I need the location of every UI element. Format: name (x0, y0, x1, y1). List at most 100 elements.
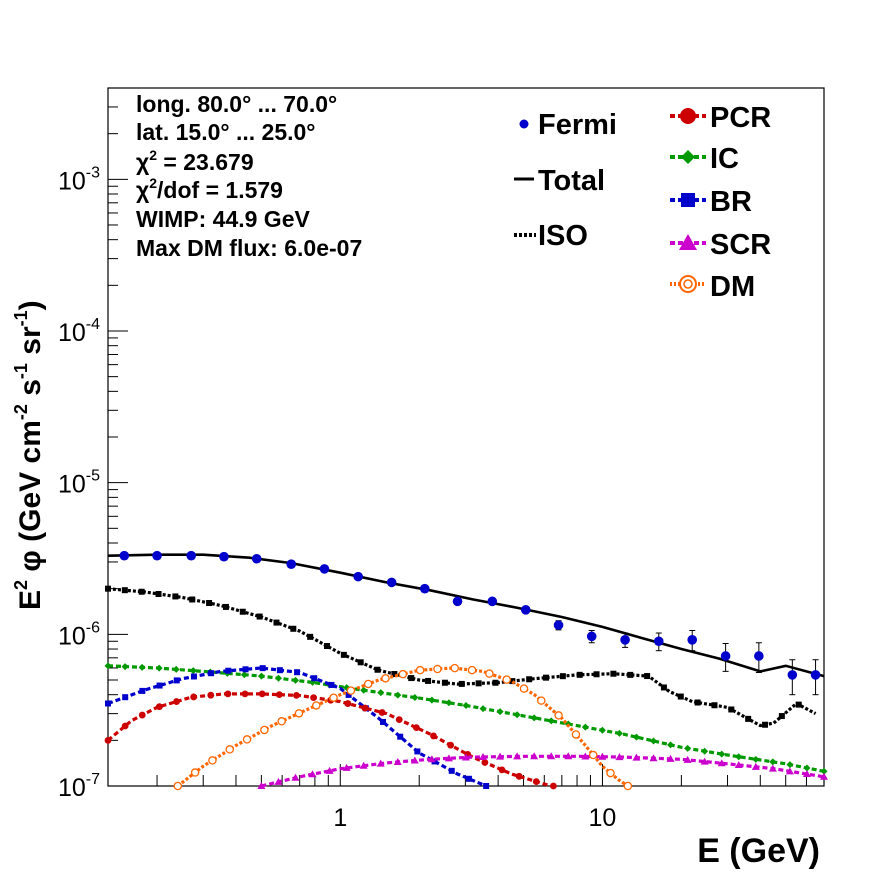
series-marker-pcr (430, 732, 437, 740)
series-marker-pcr (293, 691, 300, 699)
series-marker-dm (363, 679, 373, 689)
series-line-scr (261, 754, 825, 788)
series-marker-ic (257, 672, 265, 680)
series-marker-ic (479, 705, 487, 713)
series-layer (104, 553, 828, 791)
series-marker-scr (717, 759, 726, 767)
series-marker-pcr (447, 741, 455, 749)
series-marker-ic (581, 723, 589, 731)
series-marker-scr (274, 777, 283, 785)
series-marker-iso (610, 670, 617, 677)
series-marker-pcr (155, 703, 163, 711)
series-marker-ic (667, 741, 675, 749)
series-marker-scr (496, 752, 505, 760)
series-marker-br (397, 733, 404, 740)
series-marker-dm (208, 756, 217, 765)
series-marker-dm (398, 669, 408, 679)
series-marker-scr (802, 770, 811, 778)
info-box: long. 80.0° ... 70.0° lat. 15.0° ... 25.… (136, 91, 362, 261)
series-marker-br (259, 665, 266, 672)
fermi-point (319, 564, 330, 574)
series-marker-ic (530, 714, 538, 722)
series-marker-dm (225, 745, 234, 754)
series-marker-pcr (550, 782, 557, 790)
series-line-ic (107, 664, 825, 773)
series-line-br (107, 666, 487, 788)
series-marker-iso (172, 593, 179, 600)
series-marker-scr (598, 752, 607, 760)
series-marker-br (173, 677, 180, 684)
series-marker-ic (769, 758, 777, 766)
series-marker-dm (571, 730, 581, 739)
series-line-dm (176, 666, 629, 788)
info-latitude: lat. 15.0° ... 25.0° (136, 119, 316, 145)
series-marker-pcr (241, 690, 249, 698)
series-total (107, 553, 825, 678)
fermi-point (353, 571, 363, 582)
series-marker-scr (632, 753, 641, 761)
series-marker-ic (462, 702, 470, 710)
series-marker-scr (376, 759, 385, 767)
series-marker-ic (428, 696, 436, 704)
fermi-point (251, 553, 262, 564)
series-marker-ic (650, 737, 658, 745)
series-marker-scr (564, 752, 573, 760)
legend-br-label: BR (710, 186, 752, 218)
series-marker-iso (543, 674, 550, 681)
series-marker-br (208, 670, 215, 677)
series-marker-iso (408, 675, 415, 682)
series-marker-dm (329, 693, 338, 702)
series-marker-iso (121, 587, 128, 594)
fermi-point (620, 635, 630, 645)
legend-ic-label: IC (710, 143, 739, 175)
y-tick-label: 10-7 (58, 771, 100, 802)
fermi-point (653, 636, 664, 647)
series-marker-scr (666, 754, 675, 762)
fermi-point (219, 551, 229, 562)
series-marker-iso (660, 684, 667, 691)
series-marker-scr (427, 755, 436, 763)
y-tick-label: 10-5 (58, 468, 100, 499)
series-marker-iso (206, 600, 213, 607)
series-marker-dm (415, 665, 425, 675)
fermi-point (520, 605, 531, 615)
series-line-total (107, 553, 825, 678)
series-marker-scr (734, 761, 743, 769)
x-tick-label: 10 (589, 804, 617, 832)
info-chi2-dof: χ2/dof = 1.579 (136, 175, 283, 203)
fermi-point (419, 583, 430, 594)
series-marker-ic (445, 699, 453, 707)
series-marker-pcr (104, 736, 112, 744)
series-marker-pcr (310, 694, 317, 702)
series-marker-scr (342, 763, 351, 771)
series-marker-iso (795, 701, 802, 708)
series-marker-dm (277, 717, 286, 726)
series-marker-scr (479, 752, 488, 760)
fermi-point (720, 651, 731, 661)
series-marker-ic (377, 689, 385, 697)
y-tick-label: 10-3 (58, 164, 100, 195)
series-marker-iso (391, 671, 398, 678)
series-marker-iso (155, 591, 162, 598)
legend-scr-marker (679, 234, 697, 250)
series-marker-pcr (173, 698, 180, 705)
fermi-point (386, 577, 397, 588)
series-marker-dm (606, 768, 615, 778)
series-marker-ic (411, 693, 419, 701)
info-longitude: long. 80.0° ... 70.0° (136, 91, 337, 117)
series-marker-iso (256, 613, 263, 620)
series-marker-ic (718, 750, 726, 758)
series-marker-br (156, 682, 163, 689)
series-marker-scr (291, 773, 300, 781)
fermi-point (452, 596, 463, 607)
series-marker-dm (467, 665, 477, 675)
fermi-point (119, 550, 130, 561)
legend-dm-marker-inner (683, 279, 693, 289)
series-marker-pcr (395, 716, 403, 724)
series-marker-ic (684, 744, 692, 752)
series-marker-pcr (344, 700, 352, 707)
series-marker-scr (257, 782, 266, 789)
series-marker-dm (450, 663, 460, 673)
